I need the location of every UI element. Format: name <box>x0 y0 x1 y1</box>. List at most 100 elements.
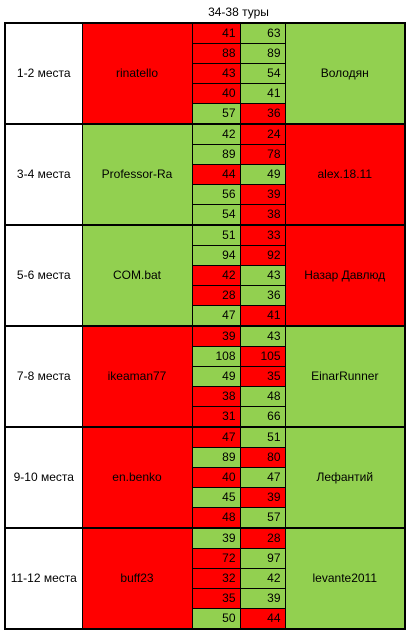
score-left-cell[interactable]: 48 <box>191 507 241 529</box>
score-left-cell[interactable]: 44 <box>191 164 241 185</box>
score-left-cell[interactable]: 42 <box>191 265 241 286</box>
score-left-cell[interactable]: 39 <box>191 325 241 347</box>
score-right-cell[interactable]: 39 <box>239 184 286 205</box>
table-row: 72 97 <box>5 548 405 569</box>
player-right-cell[interactable]: alex.18.11 <box>284 123 406 226</box>
score-right-cell[interactable]: 43 <box>239 265 286 286</box>
place-cell[interactable]: 1-2 места <box>4 22 83 125</box>
table-row: 9-10 места en.benko 47 51 Лефантий <box>4 426 406 529</box>
score-left-cell[interactable]: 88 <box>191 43 241 64</box>
score-right-cell[interactable]: 63 <box>239 22 286 44</box>
score-left-cell[interactable]: 40 <box>191 467 241 488</box>
table-row: 89 78 <box>5 144 405 165</box>
score-left-cell[interactable]: 51 <box>191 224 241 246</box>
table-row: 56 39 <box>5 184 405 205</box>
results-table: 1-2 места rinatello 41 63 Володян 88 89 43 54 40 4… <box>4 22 406 630</box>
table-row: 50 44 <box>5 608 405 630</box>
table-row: 43 54 <box>5 63 405 84</box>
score-right-cell[interactable]: 36 <box>239 103 286 125</box>
score-right-cell[interactable]: 92 <box>239 245 286 266</box>
score-left-cell[interactable]: 40 <box>191 83 241 104</box>
score-right-cell[interactable]: 28 <box>239 527 286 549</box>
player-left-cell[interactable]: en.benko <box>81 426 193 529</box>
score-right-cell[interactable]: 97 <box>239 548 286 569</box>
score-right-cell[interactable]: 24 <box>239 123 286 145</box>
score-right-cell[interactable]: 43 <box>239 325 286 347</box>
table-row: 5-6 места COM.bat 51 33 Назар Давлюд <box>4 224 406 327</box>
score-left-cell[interactable]: 50 <box>191 608 241 630</box>
score-left-cell[interactable]: 49 <box>191 366 241 387</box>
score-left-cell[interactable]: 43 <box>191 63 241 84</box>
score-right-cell[interactable]: 36 <box>239 285 286 306</box>
score-left-cell[interactable]: 35 <box>191 588 241 609</box>
score-left-cell[interactable]: 42 <box>191 123 241 145</box>
player-left-cell[interactable]: rinatello <box>81 22 193 125</box>
score-left-cell[interactable]: 94 <box>191 245 241 266</box>
score-left-cell[interactable]: 54 <box>191 204 241 226</box>
player-left-cell[interactable]: ikeaman77 <box>81 325 193 428</box>
place-cell[interactable]: 11-12 места <box>4 527 83 630</box>
score-right-cell[interactable]: 42 <box>239 568 286 589</box>
score-left-cell[interactable]: 31 <box>191 406 241 428</box>
player-right-cell[interactable]: EinarRunner <box>284 325 406 428</box>
score-left-cell[interactable]: 89 <box>191 447 241 468</box>
table-row: 88 89 <box>5 43 405 64</box>
score-left-cell[interactable]: 28 <box>191 285 241 306</box>
sheet-title: 34-38 туры <box>208 5 269 19</box>
score-right-cell[interactable]: 47 <box>239 467 286 488</box>
player-left-cell[interactable]: buff23 <box>81 527 193 630</box>
player-right-cell[interactable]: Володян <box>284 22 406 125</box>
score-right-cell[interactable]: 38 <box>239 204 286 226</box>
score-right-cell[interactable]: 51 <box>239 426 286 448</box>
score-right-cell[interactable]: 80 <box>239 447 286 468</box>
score-left-cell[interactable]: 39 <box>191 527 241 549</box>
table-row: 57 36 <box>5 103 405 125</box>
score-left-cell[interactable]: 41 <box>191 22 241 44</box>
table-row: 40 47 <box>5 467 405 488</box>
score-left-cell[interactable]: 38 <box>191 386 241 407</box>
table-row: 54 38 <box>5 204 405 226</box>
table-row: 35 39 <box>5 588 405 609</box>
player-right-cell[interactable]: levante2011 <box>284 527 406 630</box>
score-right-cell[interactable]: 78 <box>239 144 286 165</box>
table-row: 38 48 <box>5 386 405 407</box>
score-left-cell[interactable]: 89 <box>191 144 241 165</box>
place-cell[interactable]: 3-4 места <box>4 123 83 226</box>
table-row: 45 39 <box>5 487 405 508</box>
score-right-cell[interactable]: 89 <box>239 43 286 64</box>
place-cell[interactable]: 5-6 места <box>4 224 83 327</box>
score-right-cell[interactable]: 49 <box>239 164 286 185</box>
place-cell[interactable]: 9-10 места <box>4 426 83 529</box>
score-left-cell[interactable]: 32 <box>191 568 241 589</box>
score-right-cell[interactable]: 66 <box>239 406 286 428</box>
score-right-cell[interactable]: 48 <box>239 386 286 407</box>
score-right-cell[interactable]: 44 <box>239 608 286 630</box>
score-left-cell[interactable]: 56 <box>191 184 241 205</box>
player-right-cell[interactable]: Назар Давлюд <box>284 224 406 327</box>
table-row: 40 41 <box>5 83 405 104</box>
table-row: 47 41 <box>5 305 405 327</box>
score-right-cell[interactable]: 54 <box>239 63 286 84</box>
score-right-cell[interactable]: 57 <box>239 507 286 529</box>
score-left-cell[interactable]: 45 <box>191 487 241 508</box>
score-right-cell[interactable]: 33 <box>239 224 286 246</box>
score-right-cell[interactable]: 39 <box>239 588 286 609</box>
score-right-cell[interactable]: 41 <box>239 83 286 104</box>
player-left-cell[interactable]: Professor-Ra <box>81 123 193 226</box>
player-left-cell[interactable]: COM.bat <box>81 224 193 327</box>
player-right-cell[interactable]: Лефантий <box>284 426 406 529</box>
score-right-cell[interactable]: 41 <box>239 305 286 327</box>
score-right-cell[interactable]: 35 <box>239 366 286 387</box>
score-left-cell[interactable]: 108 <box>191 346 241 367</box>
score-right-cell[interactable]: 39 <box>239 487 286 508</box>
table-row: 42 43 <box>5 265 405 286</box>
table-row: 44 49 <box>5 164 405 185</box>
table-row: 7-8 места ikeaman77 39 43 EinarRunner <box>4 325 406 428</box>
score-right-cell[interactable]: 105 <box>239 346 286 367</box>
score-left-cell[interactable]: 47 <box>191 426 241 448</box>
score-left-cell[interactable]: 47 <box>191 305 241 327</box>
table-row: 3-4 места Professor-Ra 42 24 alex.18.11 <box>4 123 406 226</box>
place-cell[interactable]: 7-8 места <box>4 325 83 428</box>
score-left-cell[interactable]: 57 <box>191 103 241 125</box>
score-left-cell[interactable]: 72 <box>191 548 241 569</box>
